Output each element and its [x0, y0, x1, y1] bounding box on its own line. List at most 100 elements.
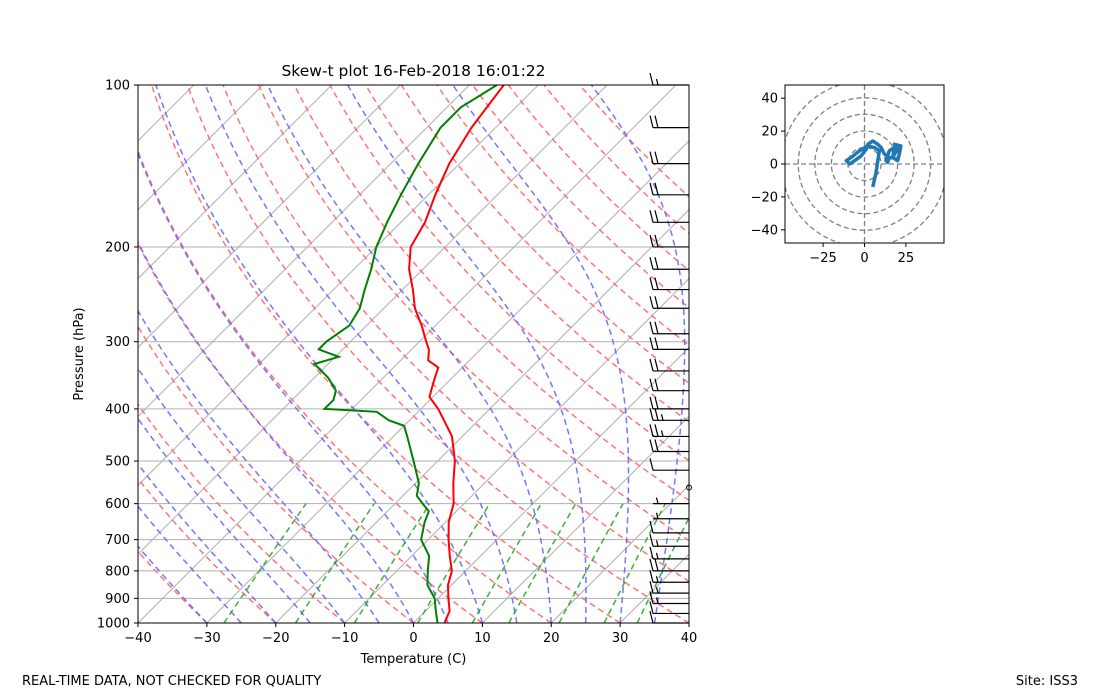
isotherm-line: [138, 85, 470, 418]
x-tick-label: 30: [612, 631, 629, 646]
dry-adiabat-line: [543, 85, 689, 235]
wind-barb-flag: [649, 424, 654, 437]
wind-barb: [649, 558, 689, 572]
y-tick-label: 900: [105, 592, 130, 607]
wind-barb-half-flag: [655, 586, 659, 594]
wind-barb: [653, 497, 689, 505]
wind-barb: [649, 610, 689, 624]
hodograph-trace: [844, 139, 903, 188]
wind-barb: [649, 115, 689, 129]
wind-barb-flag: [649, 439, 654, 452]
y-tick-label: 200: [105, 240, 130, 255]
y-tick-label: 300: [105, 335, 130, 350]
wind-barb-half-flag: [655, 512, 659, 519]
x-tick-label: −40: [124, 631, 151, 646]
wind-barb: [649, 570, 689, 583]
dry-adiabat-line: [138, 402, 346, 623]
site-label: Site: ISS3: [1015, 674, 1078, 689]
wind-barb-half-flag: [655, 78, 659, 86]
dry-adiabat-line: [138, 149, 552, 623]
wind-barb-half-flag: [660, 414, 664, 421]
moist-adiabat-line: [452, 85, 630, 623]
wind-barb: [649, 534, 689, 547]
hodograph-y-tick-label: 40: [761, 92, 778, 107]
y-tick-label: 400: [105, 402, 130, 417]
wind-barb: [649, 182, 689, 196]
wind-barb-flag: [654, 257, 659, 270]
y-tick-label: 1000: [97, 617, 130, 632]
wind-barb-flag: [649, 458, 654, 471]
wind-barb: [649, 580, 689, 594]
wind-barb-flag: [649, 558, 654, 572]
dry-adiabat-line: [329, 85, 689, 462]
isotherm-line: [413, 346, 689, 623]
wind-barb-flag: [649, 408, 654, 421]
wind-barb-flag: [649, 396, 654, 410]
dewpoint-profile-line: [312, 85, 498, 623]
wind-barb-flag: [649, 520, 654, 534]
dry-adiabat-line: [186, 85, 689, 623]
wind-barb-flag: [649, 277, 654, 290]
wind-barb-flag: [649, 378, 654, 391]
x-tick-label: 10: [474, 631, 491, 646]
chart-title: Skew-t plot 16-Feb-2018 16:01:22: [281, 62, 545, 80]
plot-frame: [137, 84, 690, 624]
wind-barb-flag: [649, 210, 654, 223]
wind-barb: [649, 277, 689, 291]
wind-barb-flag: [649, 115, 654, 128]
wind-barb-flag: [649, 580, 654, 594]
isotherm-line: [138, 85, 264, 211]
y-tick-label: 500: [105, 455, 130, 470]
dry-adiabat-line: [222, 85, 689, 583]
wind-barb: [649, 601, 689, 615]
wind-barb-half-flag: [655, 597, 659, 604]
wind-barb-flag: [654, 296, 659, 309]
hodograph-frame: [784, 84, 945, 244]
wind-barb-half-flag: [660, 430, 664, 437]
wind-barb: [649, 358, 689, 372]
wind-barb-flag: [654, 234, 659, 248]
dry-adiabat-line: [365, 85, 689, 423]
y-tick-label: 600: [105, 497, 130, 512]
isotherm-line: [550, 484, 689, 623]
isotherm-line: [138, 85, 608, 555]
dry-adiabat-line: [472, 85, 689, 309]
wind-barb: [649, 458, 689, 471]
x-tick-label: 20: [543, 631, 560, 646]
wind-barb-flag: [654, 408, 659, 421]
wind-barb-flag: [654, 277, 659, 290]
wind-barb: [649, 257, 689, 270]
wind-barb: [649, 321, 689, 335]
dry-adiabat-line: [400, 85, 689, 385]
moist-adiabat-line: [155, 85, 484, 623]
mixing-ratio-line: [294, 503, 375, 623]
wind-barb: [649, 151, 689, 165]
wind-barb-flag: [649, 234, 654, 248]
wind-barb-flag: [649, 591, 654, 604]
wind-barb-half-flag: [655, 552, 659, 560]
dry-adiabat-line: [293, 85, 689, 502]
dry-adiabat-line: [507, 85, 689, 272]
wind-barb-flag: [649, 534, 654, 547]
wind-barb: [649, 210, 689, 223]
moist-adiabat-line: [138, 505, 242, 623]
dry-adiabat-line: [579, 85, 689, 198]
wind-barb: [649, 546, 689, 560]
wind-barb: [649, 439, 689, 453]
wind-barb-flag: [649, 570, 654, 583]
hodograph-y-tick-label: 0: [770, 158, 778, 173]
wind-barb: [649, 396, 689, 410]
moist-adiabat-line: [590, 85, 686, 623]
wind-barb: [649, 296, 689, 309]
wind-barb-flag: [654, 182, 659, 195]
isotherm-line: [482, 415, 689, 623]
wind-barb-flag: [649, 182, 654, 195]
x-tick-label: −30: [193, 631, 220, 646]
y-tick-label: 800: [105, 564, 130, 579]
isotherm-line: [344, 277, 689, 623]
wind-barb-flag: [654, 321, 659, 334]
moist-adiabat-line: [347, 85, 587, 623]
y-tick-label: 700: [105, 533, 130, 548]
